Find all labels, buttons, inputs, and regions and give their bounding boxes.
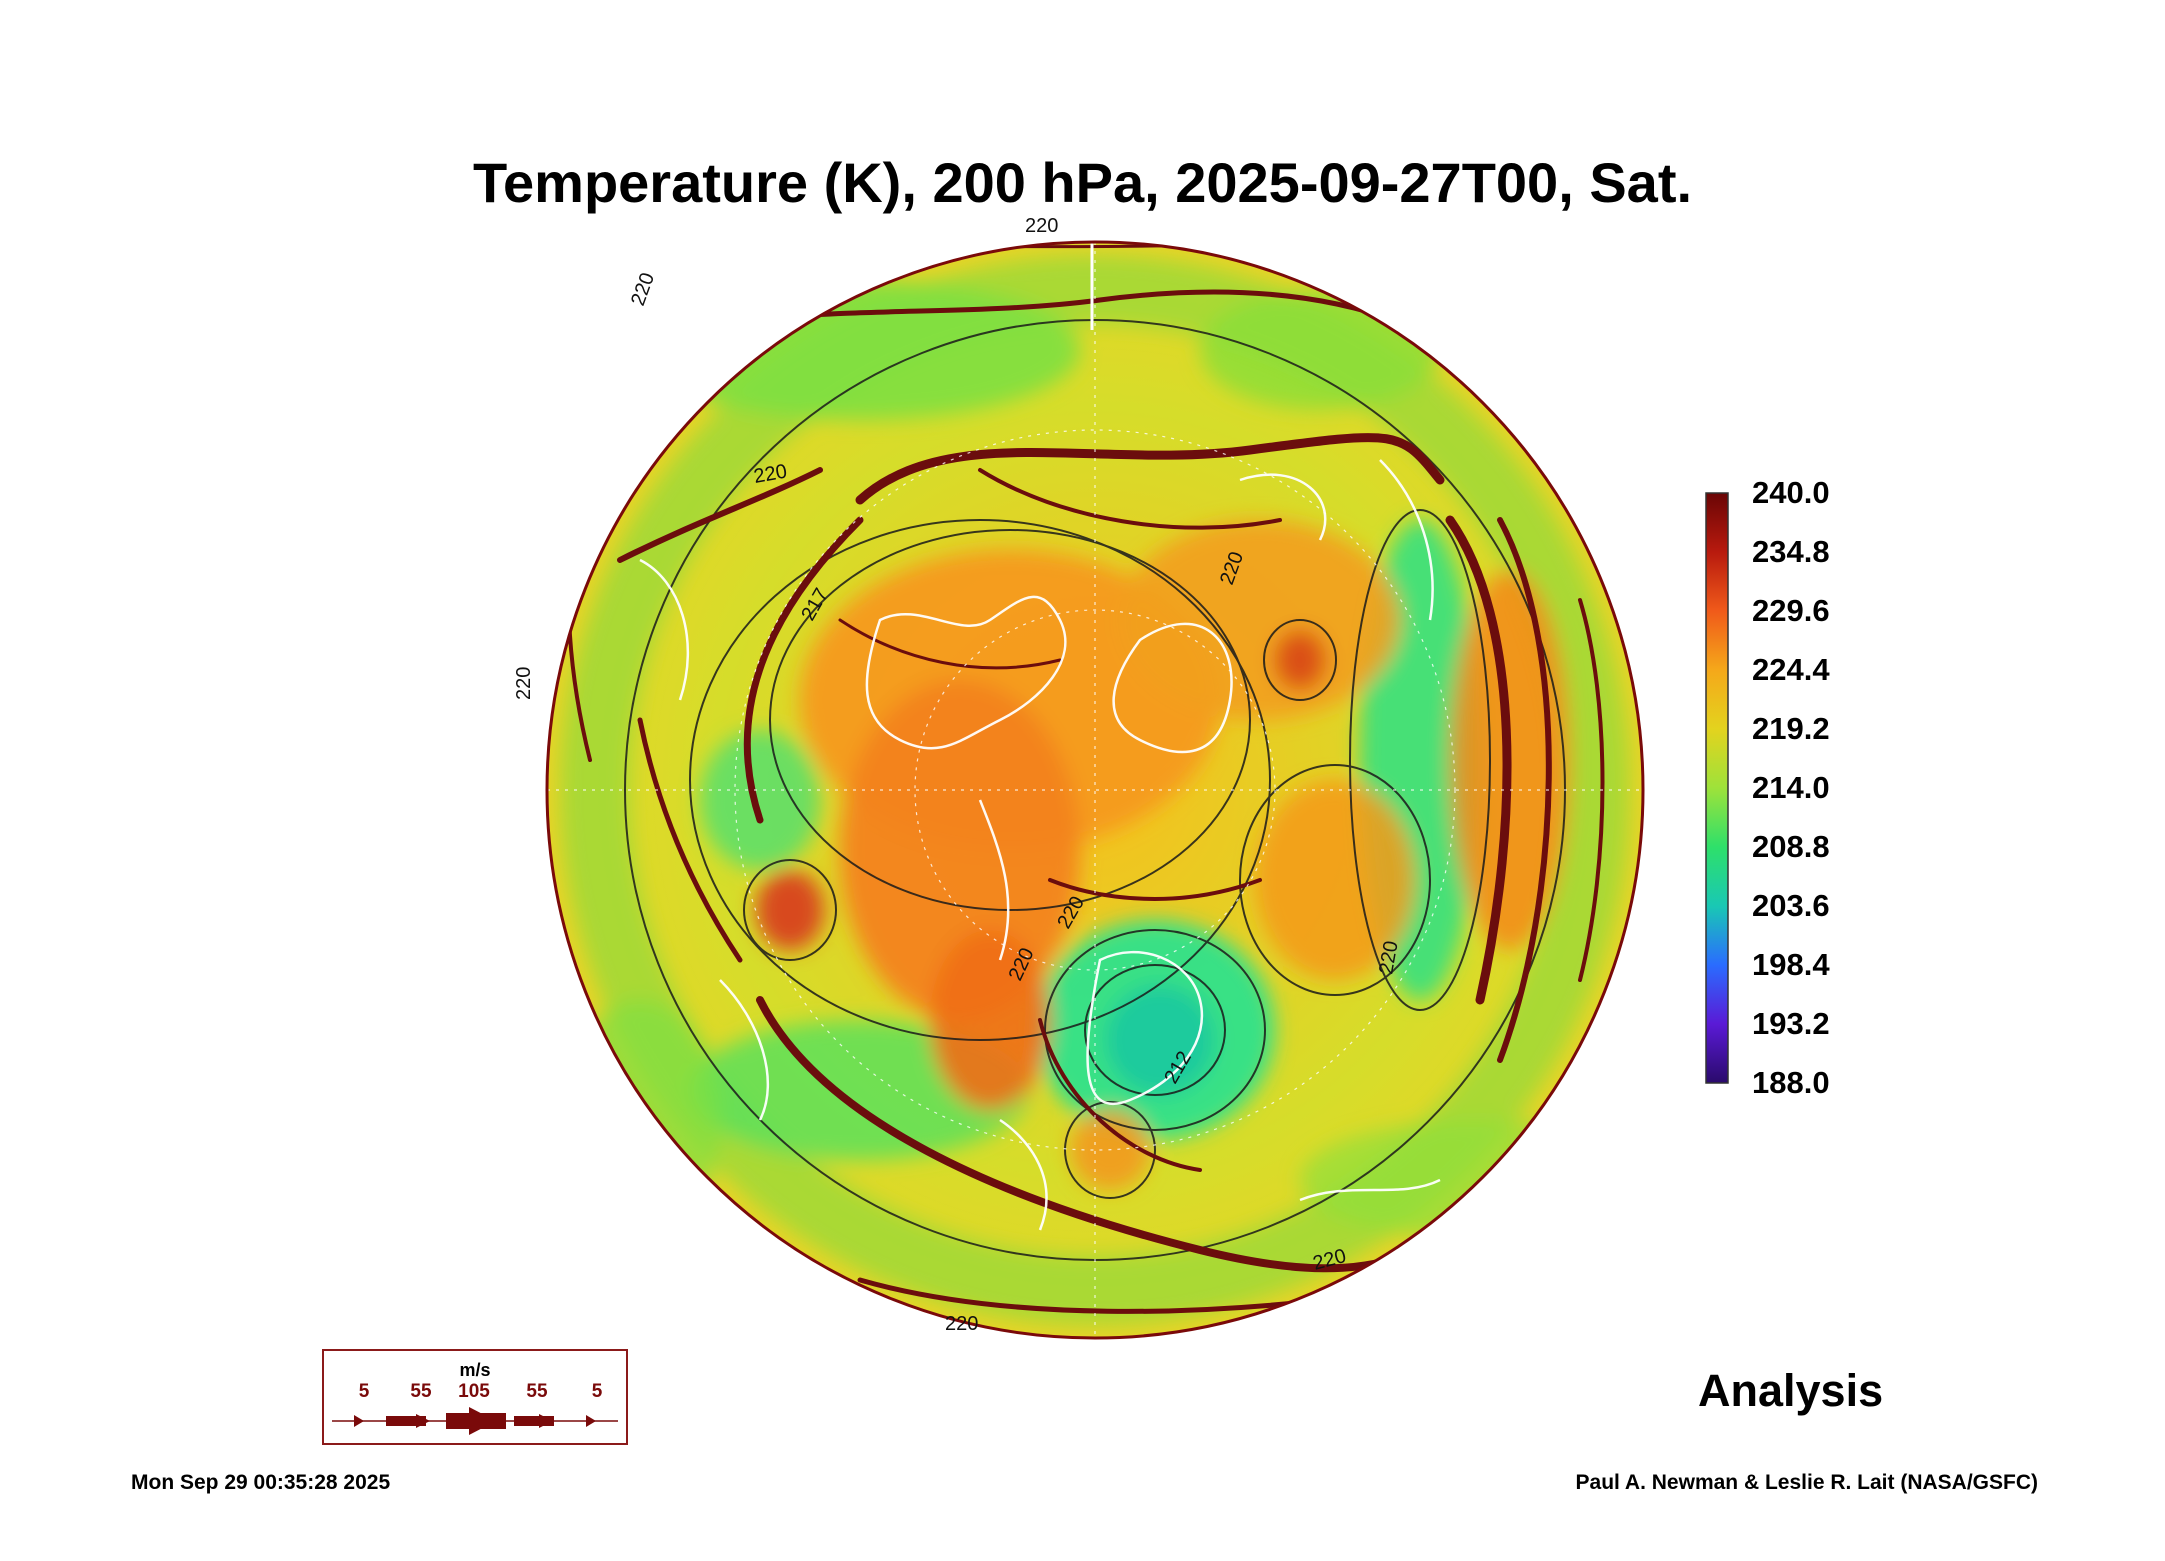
- graticule: [547, 242, 1643, 1338]
- colorbar-label: 240.0: [1752, 475, 1830, 510]
- wind-speed-legend: m/s 5 55 105 55 5: [322, 1349, 628, 1445]
- wind-legend-unit: m/s: [459, 1360, 491, 1380]
- colorbar-label: 188.0: [1752, 1065, 1830, 1100]
- wind-legend-arrow: [332, 1407, 618, 1435]
- coastlines: [639, 459, 1441, 1231]
- wind-legend-speed: 5: [358, 1381, 370, 1402]
- wind-legend-speed: 5: [591, 1381, 603, 1402]
- colorbar: [1705, 492, 1729, 1084]
- colorbar-label: 229.6: [1752, 593, 1830, 628]
- timestamp: Mon Sep 29 00:35:28 2025: [131, 1471, 391, 1494]
- colorbar-label: 224.4: [1752, 652, 1830, 687]
- analysis-label: Analysis: [1698, 1365, 1884, 1416]
- colorbar-label: 219.2: [1752, 711, 1830, 746]
- colorbar-label: 234.8: [1752, 534, 1830, 569]
- colorbar-label: 198.4: [1752, 947, 1830, 982]
- colorbar-label: 214.0: [1752, 770, 1830, 805]
- colorbar-label: 208.8: [1752, 829, 1830, 864]
- wind-legend-speed: 55: [410, 1381, 432, 1402]
- colorbar-label: 193.2: [1752, 1006, 1830, 1041]
- colorbar-label: 203.6: [1752, 888, 1830, 923]
- wind-legend-speed: 105: [458, 1381, 490, 1402]
- contour-label: 220: [627, 270, 659, 309]
- contour-label: 220: [513, 667, 535, 700]
- credit: Paul A. Newman & Leslie R. Lait (NASA/GS…: [1575, 1471, 2038, 1494]
- contour-label: 220: [1025, 215, 1058, 237]
- map-title: Temperature (K), 200 hPa, 2025-09-27T00,…: [472, 151, 1693, 214]
- contour-label: 220: [945, 1313, 978, 1335]
- temperature-field: [547, 242, 1643, 1338]
- wind-legend-speed: 55: [526, 1381, 548, 1402]
- globe-outline: [545, 240, 1645, 1340]
